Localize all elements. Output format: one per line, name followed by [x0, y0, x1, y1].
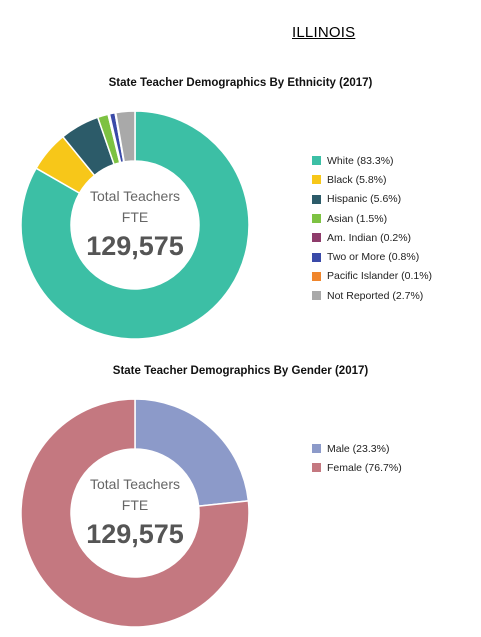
legend-swatch	[312, 291, 321, 301]
legend-swatch	[312, 252, 321, 262]
gender-legend: Male (23.3%) Female (76.7%)	[312, 439, 402, 478]
legend-swatch	[312, 194, 321, 204]
ethnicity-center-label-line2: FTE	[122, 209, 148, 225]
legend-swatch	[312, 156, 321, 166]
gender-center-label-line1: Total Teachers	[90, 476, 180, 492]
legend-swatch	[312, 271, 321, 281]
legend-label: White (83.3%)	[327, 154, 394, 167]
legend-swatch	[312, 444, 321, 454]
gender-donut-chart: Total Teachers FTE 129,575	[20, 398, 250, 628]
legend-swatch	[312, 214, 321, 224]
legend-label: Female (76.7%)	[327, 461, 402, 474]
ethnicity-slice-not-reported[interactable]	[114, 110, 136, 163]
legend-label: Black (5.8%)	[327, 173, 387, 186]
legend-label: Am. Indian (0.2%)	[327, 231, 412, 244]
legend-label: Hispanic (5.6%)	[327, 193, 402, 206]
gender-chart-title: State Teacher Demographics By Gender (20…	[112, 365, 369, 377]
gender-legend-item-female[interactable]: Female (76.7%)	[312, 458, 402, 477]
ethnicity-legend-item-asian[interactable]: Asian (1.5%)	[312, 209, 432, 228]
ethnicity-chart-title: State Teacher Demographics By Ethnicity …	[108, 77, 373, 89]
ethnicity-center-total: 129,575	[86, 231, 184, 261]
gender-legend-item-male[interactable]: Male (23.3%)	[312, 439, 402, 458]
state-title: ILLINOIS	[292, 24, 356, 41]
ethnicity-legend-item-hispanic[interactable]: Hispanic (5.6%)	[312, 190, 432, 209]
legend-swatch	[312, 463, 321, 473]
ethnicity-legend-item-white[interactable]: White (83.3%)	[312, 151, 432, 170]
gender-slice-female[interactable]	[20, 398, 250, 628]
ethnicity-legend-item-two-or-more[interactable]: Two or More (0.8%)	[312, 247, 432, 266]
legend-swatch	[312, 233, 321, 243]
ethnicity-legend-item-pacific-islander[interactable]: Pacific Islander (0.1%)	[312, 267, 432, 286]
legend-label: Male (23.3%)	[327, 442, 390, 455]
ethnicity-legend-item-am-indian[interactable]: Am. Indian (0.2%)	[312, 228, 432, 247]
ethnicity-donut-chart: Total Teachers FTE 129,575	[20, 110, 250, 340]
legend-label: Asian (1.5%)	[327, 212, 388, 225]
gender-center-total: 129,575	[86, 519, 184, 549]
legend-label: Not Reported (2.7%)	[327, 289, 424, 302]
legend-label: Pacific Islander (0.1%)	[327, 270, 433, 283]
ethnicity-legend-item-black[interactable]: Black (5.8%)	[312, 170, 432, 189]
gender-center-label-line2: FTE	[122, 497, 148, 513]
ethnicity-legend: White (83.3%) Black (5.8%) Hispanic (5.6%)…	[312, 151, 432, 305]
ethnicity-slice-white[interactable]	[20, 110, 250, 340]
ethnicity-legend-item-not-reported[interactable]: Not Reported (2.7%)	[312, 286, 432, 305]
legend-label: Two or More (0.8%)	[327, 251, 420, 264]
legend-swatch	[312, 175, 321, 185]
ethnicity-center-label-line1: Total Teachers	[90, 188, 180, 204]
